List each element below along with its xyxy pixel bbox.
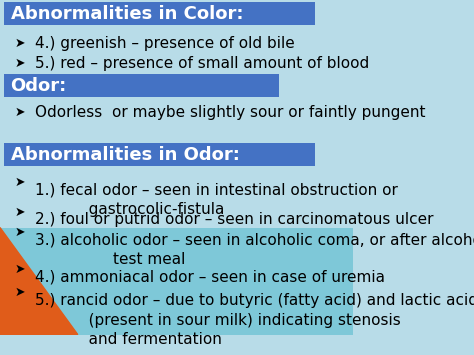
FancyBboxPatch shape <box>3 143 315 166</box>
Text: 4.) greenish – presence of old bile: 4.) greenish – presence of old bile <box>36 36 295 51</box>
Text: 5.) red – presence of small amount of blood: 5.) red – presence of small amount of bl… <box>36 56 370 71</box>
Text: ➤: ➤ <box>14 286 25 299</box>
FancyBboxPatch shape <box>3 74 279 97</box>
FancyBboxPatch shape <box>0 228 354 334</box>
Text: ➤: ➤ <box>14 105 25 119</box>
Text: Abnormalities in Odor:: Abnormalities in Odor: <box>10 146 239 164</box>
Text: ➤: ➤ <box>14 206 25 219</box>
Text: Odor:: Odor: <box>10 77 67 95</box>
Text: ➤: ➤ <box>14 37 25 50</box>
Text: 4.) ammoniacal odor – seen in case of uremia: 4.) ammoniacal odor – seen in case of ur… <box>36 269 385 284</box>
Polygon shape <box>0 228 78 334</box>
Text: Abnormalities in Color:: Abnormalities in Color: <box>10 5 243 23</box>
Text: 5.) rancid odor – due to butyric (fatty acid) and lactic acid
           (presen: 5.) rancid odor – due to butyric (fatty … <box>36 293 474 347</box>
Text: ➤: ➤ <box>14 57 25 70</box>
Text: ➤: ➤ <box>14 176 25 189</box>
Text: 2.) foul or putrid odor – seen in carcinomatous ulcer: 2.) foul or putrid odor – seen in carcin… <box>36 212 434 228</box>
Text: 1.) fecal odor – seen in intestinal obstruction or
           gastrocolic-fistul: 1.) fecal odor – seen in intestinal obst… <box>36 182 398 217</box>
Text: 3.) alcoholic odor – seen in alcoholic coma, or after alcohol
                te: 3.) alcoholic odor – seen in alcoholic c… <box>36 233 474 267</box>
Text: Odorless  or maybe slightly sour or faintly pungent: Odorless or maybe slightly sour or faint… <box>36 105 426 120</box>
Text: ➤: ➤ <box>14 226 25 239</box>
FancyBboxPatch shape <box>3 2 315 25</box>
Text: ➤: ➤ <box>14 263 25 276</box>
